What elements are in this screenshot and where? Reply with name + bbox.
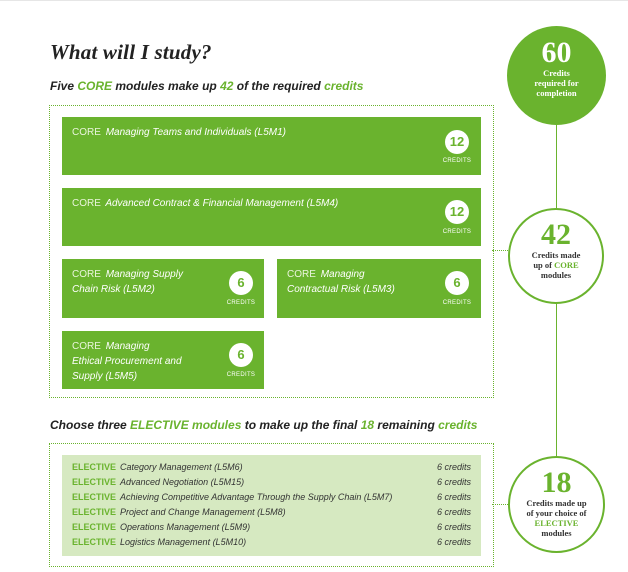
credits-badge: 6 xyxy=(229,343,253,367)
core-module-l5m4: CORE Advanced Contract & Financial Manag… xyxy=(62,188,481,246)
connector-line xyxy=(556,125,557,208)
core-heading: Five CORE modules make up 42 of the requ… xyxy=(50,79,364,93)
core-module-l5m1: CORE Managing Teams and Individuals (L5M… xyxy=(62,117,481,175)
list-item: ELECTIVE Advanced Negotiation (L5M15) 6 cr… xyxy=(72,477,471,487)
core-tag: CORE xyxy=(287,269,316,280)
credits-label: CREDITS xyxy=(226,372,256,378)
core-module-l5m2: CORE Managing Supply Chain Risk (L5M2) 6 … xyxy=(62,259,264,318)
total-credits-circle: 60 Credits required for completion xyxy=(507,26,606,125)
list-item: ELECTIVE Operations Management (L5M9) 6 cr… xyxy=(72,522,471,532)
elective-list: ELECTIVE Category Management (L5M6) 6 cred… xyxy=(62,455,481,556)
top-rule xyxy=(0,0,628,1)
connector-dots xyxy=(492,250,508,251)
core-tag: CORE xyxy=(72,341,101,352)
core-tag: CORE xyxy=(72,269,101,280)
credits-label: CREDITS xyxy=(442,158,472,164)
list-item: ELECTIVE Project and Change Management (L… xyxy=(72,507,471,517)
page-title: What will I study? xyxy=(50,40,212,64)
core-module-l5m3: CORE Managing Contractual Risk (L5M3) 6 C… xyxy=(277,259,481,318)
credits-badge: 12 xyxy=(445,200,469,224)
list-item: ELECTIVE Logistics Management (L5M10) 6 cr… xyxy=(72,537,471,547)
credits-label: CREDITS xyxy=(226,300,256,306)
core-tag: CORE xyxy=(72,198,101,209)
connector-dots xyxy=(492,504,508,505)
core-tag: CORE xyxy=(72,127,101,138)
core-module-l5m5: CORE Managing Ethical Procurement and Supp… xyxy=(62,331,264,389)
elective-heading: Choose three ELECTIVE modules to make up… xyxy=(50,418,478,432)
credits-badge: 6 xyxy=(445,271,469,295)
module-name: Managing Teams and Individuals (L5M1) xyxy=(105,127,286,138)
credits-label: CREDITS xyxy=(442,300,472,306)
elective-modules-frame xyxy=(49,443,494,567)
credits-label: CREDITS xyxy=(442,229,472,235)
module-name: Advanced Contract & Financial Management… xyxy=(105,198,339,209)
connector-line xyxy=(556,304,557,456)
list-item: ELECTIVE Category Management (L5M6) 6 cred… xyxy=(72,462,471,472)
core-modules-frame xyxy=(49,105,494,398)
core-credits-circle: 42 Credits made up of CORE modules xyxy=(508,208,604,304)
credits-badge: 6 xyxy=(229,271,253,295)
credits-badge: 12 xyxy=(445,130,469,154)
list-item: ELECTIVE Achieving Competitive Advantage … xyxy=(72,492,471,502)
elective-credits-circle: 18 Credits made up of your choice of ELE… xyxy=(508,456,605,553)
